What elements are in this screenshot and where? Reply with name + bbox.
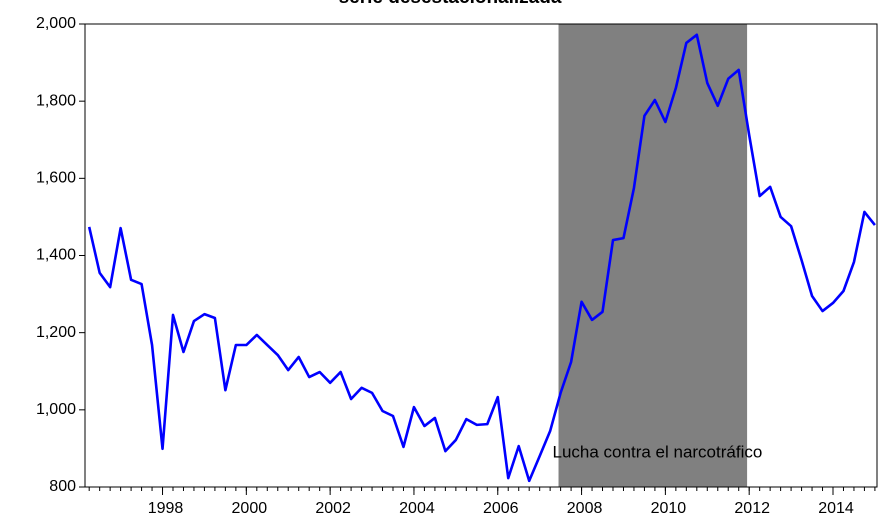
shaded-region [558, 24, 748, 487]
x-tick-label: 2008 [567, 500, 603, 517]
data-line [87, 33, 876, 483]
x-tick-label: 2010 [651, 500, 687, 517]
y-tick-label: 1,600 [36, 170, 76, 187]
y-tick-label: 1,000 [36, 401, 76, 418]
x-tick-label: 2000 [232, 500, 268, 517]
x-tick-label: 2014 [818, 500, 854, 517]
chart-title: serie desestacionalizada [339, 0, 562, 8]
x-tick-label: 1998 [148, 500, 184, 517]
y-tick-label: 1,200 [36, 324, 76, 341]
x-tick-label: 2006 [483, 500, 519, 517]
y-tick-label: 2,000 [36, 15, 76, 32]
x-tick-label: 2004 [399, 500, 435, 517]
x-tick-label: 2002 [315, 500, 351, 517]
y-tick-label: 800 [49, 478, 76, 495]
plot-frame [84, 23, 878, 488]
region-label: Lucha contra el narcotráfico [553, 442, 763, 461]
x-tick-label: 2012 [734, 500, 770, 517]
y-tick-label: 1,800 [36, 92, 76, 109]
y-tick-label: 1,400 [36, 247, 76, 264]
